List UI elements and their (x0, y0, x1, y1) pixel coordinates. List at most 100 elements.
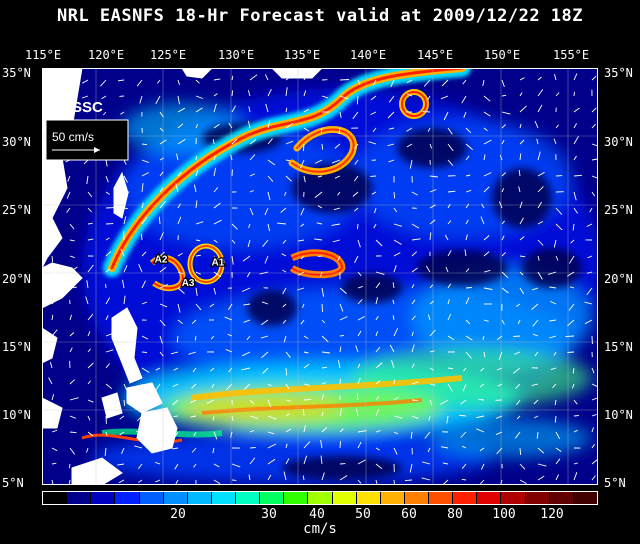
velocity-arrow (573, 73, 578, 81)
velocity-arrow (570, 239, 575, 244)
velocity-arrow (98, 479, 107, 484)
velocity-arrow (105, 191, 110, 195)
velocity-arrow (213, 93, 218, 97)
velocity-arrow (155, 479, 161, 483)
velocity-arrow (87, 348, 91, 353)
velocity-arrow (277, 222, 287, 225)
velocity-arrow (118, 479, 125, 484)
velocity-arrow (586, 287, 593, 296)
velocity-arrow (87, 380, 91, 385)
velocity-arrow (465, 174, 471, 177)
velocity-arrow (285, 107, 288, 113)
velocity-arrow (357, 441, 362, 449)
velocity-arrow (375, 409, 380, 417)
velocity-arrow (411, 399, 418, 402)
velocity-arrow (141, 159, 149, 164)
velocity-arrow (513, 335, 521, 337)
velocity-arrow (553, 351, 557, 356)
velocity-arrow (441, 79, 449, 87)
colorbar-swatch (501, 492, 526, 504)
lat-label: 5°N (2, 476, 24, 490)
velocity-arrow (572, 367, 575, 374)
velocity-arrow (285, 383, 290, 390)
velocity-arrow (190, 415, 197, 418)
velocity-arrow (337, 360, 341, 369)
velocity-arrow (462, 445, 467, 449)
velocity-arrow (501, 271, 509, 279)
velocity-arrow (177, 319, 183, 325)
velocity-arrow (303, 441, 311, 449)
velocity-arrow (411, 381, 419, 385)
velocity-arrow (123, 346, 130, 353)
velocity-arrow (87, 362, 94, 369)
velocity-arrow (105, 251, 112, 257)
velocity-arrow (82, 79, 89, 84)
velocity-arrow (555, 223, 563, 231)
velocity-arrow (230, 154, 233, 161)
velocity-arrow (409, 463, 413, 473)
velocity-arrow (393, 265, 397, 273)
velocity-arrow (243, 383, 251, 390)
velocity-arrow (105, 159, 108, 167)
velocity-arrow (83, 159, 89, 165)
velocity-arrow (375, 396, 380, 401)
velocity-arrow (512, 367, 521, 374)
velocity-arrow (225, 348, 233, 353)
velocity-arrow (249, 447, 256, 449)
velocity-arrow (69, 431, 77, 434)
velocity-arrow (267, 88, 272, 97)
velocity-arrow (158, 216, 161, 225)
velocity-arrow (51, 314, 54, 321)
velocity-arrow (519, 287, 525, 295)
lon-label: 125°E (150, 48, 187, 62)
velocity-arrow (501, 319, 505, 325)
velocity-arrow (213, 431, 218, 440)
velocity-arrow (483, 111, 491, 117)
velocity-arrow (97, 463, 107, 467)
velocity-arrow (573, 462, 578, 465)
velocity-arrow (465, 287, 472, 289)
velocity-arrow (195, 107, 203, 113)
velocity-arrow (227, 303, 233, 311)
velocity-arrow (191, 383, 197, 389)
colorbar-swatch (211, 492, 236, 504)
velocity-arrow (480, 463, 485, 470)
velocity-arrow (303, 90, 307, 97)
velocity-arrow (537, 76, 542, 81)
velocity-arrow (337, 255, 341, 262)
colorbar-swatch (404, 492, 429, 504)
velocity-arrow (442, 462, 449, 465)
velocity-arrow (519, 139, 525, 145)
velocity-arrow (393, 223, 403, 227)
velocity-arrow (519, 153, 522, 161)
kuroshio-current (103, 68, 471, 277)
velocity-arrow (170, 351, 179, 355)
velocity-arrow (372, 127, 377, 133)
velocity-arrow (429, 175, 438, 178)
velocity-arrow (285, 175, 292, 182)
velocity-arrow (497, 383, 503, 387)
velocity-arrow (565, 335, 575, 338)
velocity-arrow (105, 349, 114, 353)
velocity-arrow (51, 447, 58, 452)
velocity-arrow (555, 124, 559, 129)
velocity-arrow (249, 207, 254, 216)
colorbar-swatch (525, 492, 550, 504)
velocity-arrow (555, 431, 560, 440)
colorbar-swatch (380, 492, 405, 504)
velocity-arrow (465, 203, 470, 209)
velocity-arrow (177, 123, 184, 129)
velocity-arrow (483, 154, 486, 161)
velocity-arrow (303, 425, 306, 433)
velocity-arrow (537, 255, 540, 261)
velocity-arrow (501, 220, 505, 225)
velocity-arrow (51, 255, 54, 263)
velocity-arrow (427, 314, 431, 321)
velocity-arrow (357, 239, 361, 248)
velocity-arrow (123, 383, 128, 391)
velocity-arrow (267, 159, 276, 166)
velocity-arrow (567, 319, 575, 327)
velocity-arrow (465, 268, 470, 273)
velocity-arrow (411, 267, 418, 273)
velocity-arrow (331, 159, 341, 164)
